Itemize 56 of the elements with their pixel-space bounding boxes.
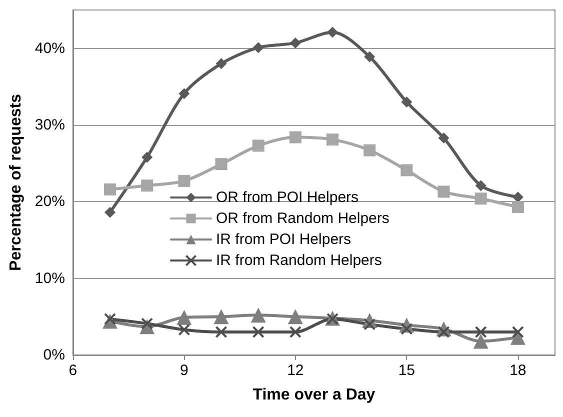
y-tick-label: 10%	[34, 270, 65, 287]
point	[438, 186, 450, 198]
point	[250, 308, 266, 323]
point	[104, 206, 116, 218]
point	[438, 326, 450, 338]
x-tick-label: 12	[287, 362, 304, 379]
point	[289, 131, 302, 144]
point	[288, 309, 303, 324]
point	[215, 326, 228, 338]
point	[252, 326, 264, 338]
point	[364, 144, 376, 156]
point	[364, 318, 376, 330]
point	[326, 134, 338, 146]
point	[216, 58, 227, 70]
point	[290, 37, 301, 48]
point	[252, 42, 264, 54]
y-axis-title: Percentage of requests	[8, 94, 24, 271]
legend-label: IR from Random Helpers	[216, 252, 382, 269]
point	[214, 309, 229, 324]
point	[512, 201, 524, 214]
point	[104, 312, 116, 325]
point	[142, 152, 153, 163]
y-tick-label: 20%	[34, 193, 65, 210]
point	[364, 51, 376, 62]
y-tick-label: 30%	[34, 116, 65, 134]
x-tick-label: 18	[510, 362, 526, 379]
point	[104, 183, 116, 196]
point	[215, 158, 228, 170]
point	[327, 26, 338, 38]
x-tick-label: 6	[68, 362, 78, 379]
point	[178, 88, 190, 100]
point	[438, 132, 450, 144]
x-tick-label: 9	[180, 362, 188, 379]
y-tick-label: 40%	[34, 40, 65, 57]
point	[141, 180, 154, 192]
point	[289, 326, 302, 338]
point	[141, 318, 154, 330]
point	[176, 310, 192, 325]
x-tick-label: 15	[398, 362, 416, 379]
point	[178, 174, 190, 187]
x-axis-title: Time over a Day	[252, 386, 376, 404]
legend-label: OR from POI Helpers	[216, 189, 359, 206]
point	[473, 334, 488, 349]
point	[474, 192, 487, 205]
point	[401, 96, 412, 108]
point	[400, 322, 413, 335]
y-tick-label: 0%	[43, 346, 65, 364]
point	[510, 330, 526, 345]
legend-label: IR from POI Helpers	[216, 231, 352, 248]
point	[512, 326, 524, 338]
point	[400, 164, 413, 176]
point	[252, 140, 264, 152]
legend-label: OR from Random Helpers	[216, 210, 390, 227]
point	[178, 324, 190, 336]
point	[474, 326, 487, 338]
point	[475, 180, 486, 192]
